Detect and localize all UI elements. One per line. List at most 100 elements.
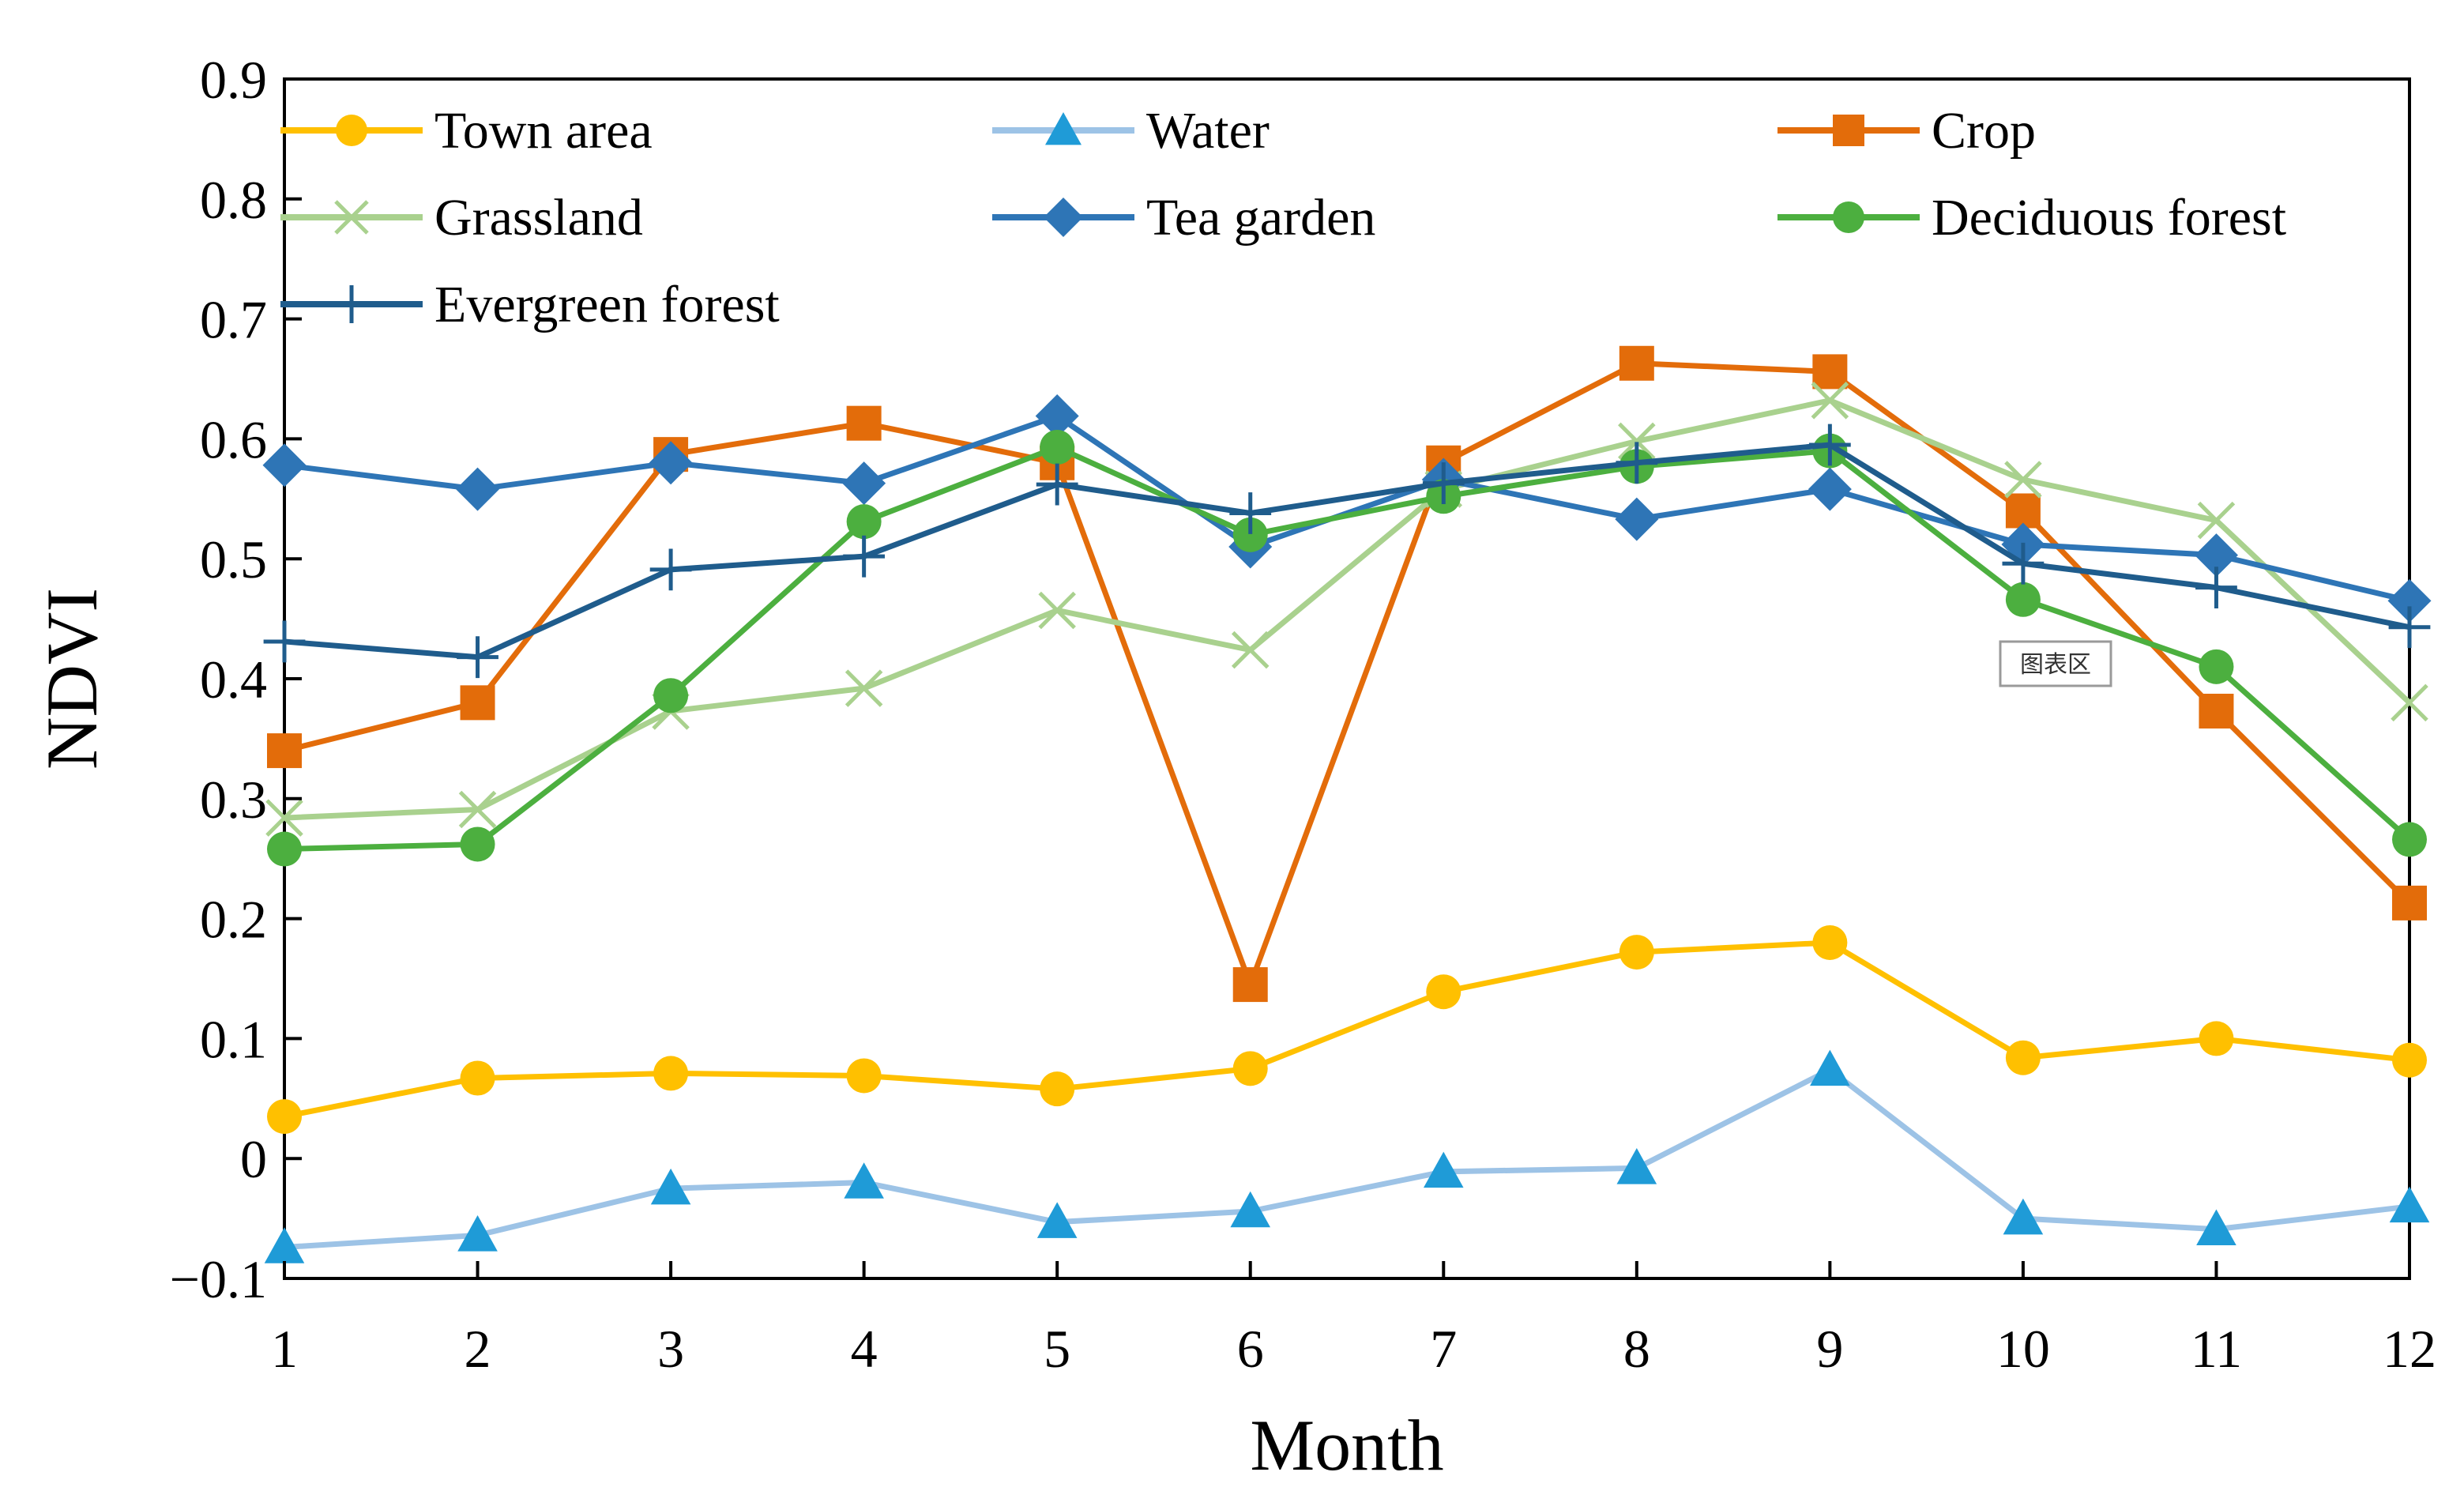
x-tick-label: 7 [1430, 1319, 1457, 1379]
x-tick-label: 8 [1623, 1319, 1650, 1379]
legend-label: Water [1146, 102, 1270, 160]
x-axis-title: Month [1250, 1405, 1443, 1485]
data-point-grassland [458, 790, 497, 829]
data-point-evergreen-forest [2002, 542, 2045, 585]
series-town-area [267, 924, 2427, 1135]
legend-swatch-marker [1044, 198, 1083, 237]
data-point-town-area [1040, 1071, 1075, 1107]
series-evergreen-forest [263, 424, 2431, 679]
data-point-grassland [265, 799, 303, 837]
data-point-town-area [846, 1058, 882, 1094]
data-point-deciduous-forest [846, 504, 882, 540]
data-point-tea-garden [842, 461, 886, 506]
data-point-tea-garden [2194, 533, 2238, 578]
data-point-grassland [845, 669, 883, 707]
data-point-grassland [1811, 382, 1849, 420]
data-point-crop [1812, 354, 1848, 390]
series-line-town-area [284, 939, 2410, 1120]
data-point-evergreen-forest [1808, 424, 1851, 466]
data-point-crop [460, 685, 495, 721]
data-point-town-area [2392, 1042, 2427, 1078]
legend-swatch-marker [1045, 112, 1082, 145]
y-tick-label: 0.6 [200, 409, 267, 469]
data-point-deciduous-forest [267, 831, 302, 867]
data-point-water [1423, 1151, 1464, 1188]
y-axis-title: NDVI [32, 588, 112, 770]
data-point-crop [267, 733, 302, 769]
y-tick-label: 0.1 [200, 1009, 267, 1069]
data-point-crop [1619, 345, 1654, 381]
data-point-grassland [2197, 501, 2236, 540]
data-point-water [264, 1227, 305, 1263]
legend-swatch-marker [333, 285, 371, 323]
data-point-water [1616, 1148, 1657, 1184]
y-tick-label: 0.7 [200, 290, 267, 350]
legend-item-water: Water [992, 102, 1270, 160]
data-point-grassland [1038, 591, 1076, 630]
data-point-tea-garden [2387, 578, 2432, 623]
data-point-water [1810, 1049, 1850, 1086]
legend-item-town-area: Town area [280, 102, 653, 160]
data-point-grassland [2004, 461, 2042, 499]
chart-area-tooltip-text: 图表区 [2020, 651, 2091, 679]
data-point-water [650, 1168, 691, 1205]
data-point-grassland [1618, 422, 1656, 461]
data-point-evergreen-forest [263, 620, 306, 663]
legend-item-crop: Crop [1777, 102, 2036, 160]
axis-ticks: −0.100.10.20.30.40.50.60.70.80.91 2 3 4 5 6 7 8… [170, 50, 2436, 1379]
data-point-town-area [1232, 1051, 1268, 1086]
data-point-deciduous-forest [1040, 430, 1075, 465]
x-tick-label: 3 [657, 1319, 684, 1379]
data-point-town-area [460, 1060, 495, 1096]
series-deciduous-forest [267, 430, 2427, 867]
data-point-town-area [1426, 974, 1461, 1010]
data-point-water [1230, 1191, 1271, 1228]
data-point-water [2389, 1186, 2430, 1223]
data-point-water [2003, 1198, 2044, 1235]
y-tick-label: 0 [240, 1129, 267, 1189]
data-point-deciduous-forest [1232, 517, 1268, 552]
x-tick-label: 12 [2383, 1319, 2436, 1379]
data-point-crop [2392, 885, 2427, 921]
data-point-deciduous-forest [653, 678, 689, 713]
x-tick-label: 1 [271, 1319, 298, 1379]
legend-label: Tea garden [1146, 189, 1375, 247]
x-tick-label: 9 [1816, 1319, 1843, 1379]
legend-label: Evergreen forest [434, 276, 780, 333]
data-point-town-area [2199, 1021, 2234, 1056]
data-point-evergreen-forest [2388, 606, 2431, 649]
legend-label: Grassland [434, 189, 643, 247]
legend-label: Town area [434, 102, 653, 160]
y-tick-label: 0.8 [200, 170, 267, 230]
legend: Town area Water Crop Grassland Tea garden Dec… [280, 102, 2286, 333]
legend-label: Crop [1932, 102, 2036, 160]
x-tick-label: 11 [2191, 1319, 2242, 1379]
legend-swatch-marker [1833, 115, 1864, 146]
data-point-town-area [1812, 924, 1848, 960]
legend-item-grassland: Grassland [280, 189, 643, 247]
data-point-evergreen-forest [1616, 442, 1658, 484]
data-point-evergreen-forest [2195, 567, 2237, 609]
data-point-tea-garden [649, 441, 693, 485]
series-water [264, 1049, 2430, 1263]
series-line-grassland [284, 397, 2412, 821]
x-tick-label: 6 [1237, 1319, 1264, 1379]
data-point-crop [2199, 693, 2234, 729]
series-line-evergreen-forest [284, 442, 2410, 661]
data-point-deciduous-forest [2199, 649, 2234, 684]
data-point-town-area [653, 1056, 689, 1091]
data-point-evergreen-forest [457, 636, 498, 679]
data-point-deciduous-forest [2005, 582, 2041, 617]
data-point-evergreen-forest [843, 535, 886, 578]
data-point-tea-garden [456, 467, 500, 511]
data-point-crop [2005, 493, 2041, 529]
x-tick-label: 2 [465, 1319, 491, 1379]
data-point-evergreen-forest [1229, 492, 1272, 534]
y-tick-label: 0.2 [200, 890, 267, 950]
data-point-crop [1232, 967, 1268, 1003]
data-point-evergreen-forest [649, 548, 692, 591]
series-line-water [284, 1067, 2410, 1251]
x-tick-label: 4 [851, 1319, 878, 1379]
y-tick-label: 0.9 [200, 50, 267, 110]
